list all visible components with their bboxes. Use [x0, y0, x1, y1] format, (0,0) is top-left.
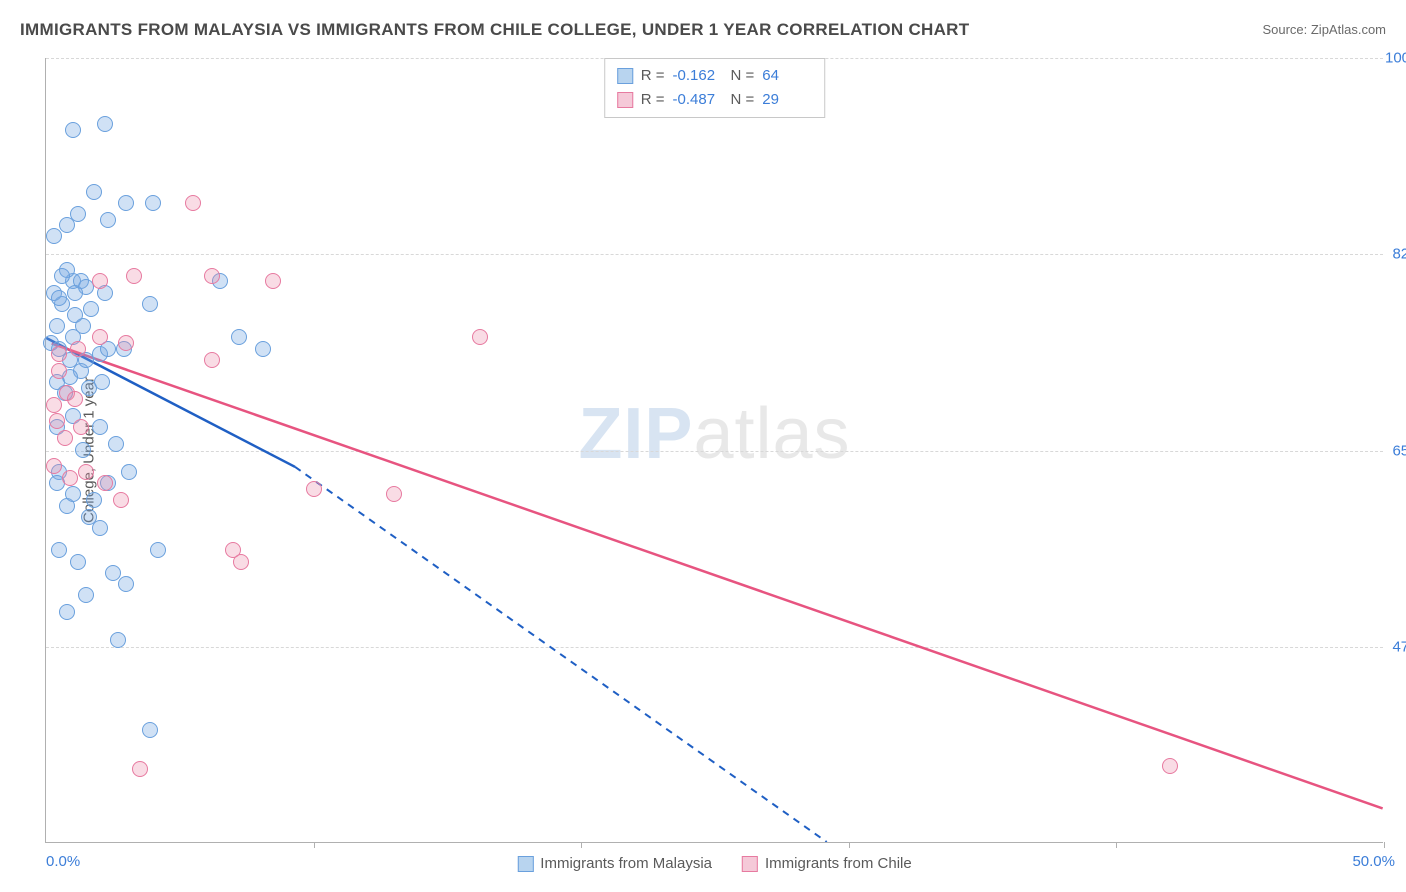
chart-title: IMMIGRANTS FROM MALAYSIA VS IMMIGRANTS F…	[20, 20, 969, 40]
scatter-point	[97, 475, 113, 491]
scatter-point	[142, 722, 158, 738]
x-max-label: 50.0%	[1352, 853, 1395, 870]
legend-item-chile: Immigrants from Chile	[742, 855, 912, 872]
scatter-point	[105, 565, 121, 581]
swatch-malaysia	[617, 68, 633, 84]
scatter-point	[54, 268, 70, 284]
y-tick-label: 65.0%	[1385, 442, 1406, 459]
stats-row-malaysia: R = -0.162 N = 64	[617, 64, 813, 88]
scatter-point	[92, 329, 108, 345]
scatter-point	[49, 413, 65, 429]
scatter-point	[46, 228, 62, 244]
gridline	[46, 647, 1383, 648]
scatter-point	[185, 195, 201, 211]
scatter-point	[86, 184, 102, 200]
scatter-point	[75, 442, 91, 458]
scatter-point	[108, 436, 124, 452]
scatter-point	[62, 470, 78, 486]
scatter-point	[225, 542, 241, 558]
scatter-point	[132, 761, 148, 777]
y-tick-label: 82.5%	[1385, 246, 1406, 263]
r-value-chile: -0.487	[673, 88, 723, 112]
scatter-point	[59, 604, 75, 620]
scatter-point	[118, 576, 134, 592]
scatter-point	[51, 346, 67, 362]
swatch-chile-icon	[742, 856, 758, 872]
scatter-point	[67, 285, 83, 301]
scatter-point	[75, 318, 91, 334]
scatter-point	[57, 430, 73, 446]
scatter-point	[49, 318, 65, 334]
x-tick	[314, 842, 315, 848]
x-tick	[1116, 842, 1117, 848]
stats-row-chile: R = -0.487 N = 29	[617, 88, 813, 112]
y-tick-label: 47.5%	[1385, 638, 1406, 655]
scatter-point	[204, 352, 220, 368]
scatter-point	[86, 492, 102, 508]
scatter-point	[113, 492, 129, 508]
scatter-point	[118, 335, 134, 351]
r-value-malaysia: -0.162	[673, 64, 723, 88]
scatter-point	[46, 397, 62, 413]
scatter-point	[92, 520, 108, 536]
scatter-point	[78, 464, 94, 480]
scatter-point	[65, 122, 81, 138]
scatter-point	[92, 419, 108, 435]
scatter-point	[51, 290, 67, 306]
x-tick	[581, 842, 582, 848]
scatter-point	[121, 464, 137, 480]
correlation-chart: IMMIGRANTS FROM MALAYSIA VS IMMIGRANTS F…	[0, 0, 1406, 892]
scatter-point	[386, 486, 402, 502]
scatter-point	[110, 632, 126, 648]
scatter-point	[46, 458, 62, 474]
scatter-point	[472, 329, 488, 345]
stats-box: R = -0.162 N = 64 R = -0.487 N = 29	[604, 58, 826, 118]
scatter-point	[150, 542, 166, 558]
scatter-point	[142, 296, 158, 312]
scatter-point	[92, 273, 108, 289]
scatter-point	[59, 217, 75, 233]
n-value-malaysia: 64	[762, 64, 812, 88]
swatch-malaysia-icon	[517, 856, 533, 872]
scatter-point	[70, 554, 86, 570]
source-label: Source: ZipAtlas.com	[1262, 22, 1386, 37]
scatter-point	[126, 268, 142, 284]
scatter-point	[306, 481, 322, 497]
scatter-point	[118, 195, 134, 211]
n-value-chile: 29	[762, 88, 812, 112]
scatter-point	[67, 391, 83, 407]
gridline	[46, 254, 1383, 255]
scatter-point	[70, 341, 86, 357]
x-min-label: 0.0%	[46, 853, 80, 870]
x-tick	[1384, 842, 1385, 848]
scatter-point	[83, 301, 99, 317]
scatter-point	[51, 542, 67, 558]
scatter-point	[97, 116, 113, 132]
plot-area: ZIPatlas 47.5%65.0%82.5%100.0% College, …	[45, 58, 1383, 843]
watermark: ZIPatlas	[578, 393, 850, 475]
scatter-point	[78, 587, 94, 603]
scatter-point	[145, 195, 161, 211]
y-tick-label: 100.0%	[1385, 50, 1406, 67]
swatch-chile	[617, 92, 633, 108]
scatter-point	[265, 273, 281, 289]
legend: Immigrants from Malaysia Immigrants from…	[517, 855, 911, 872]
scatter-point	[255, 341, 271, 357]
x-tick	[849, 842, 850, 848]
gridline	[46, 451, 1383, 452]
legend-item-malaysia: Immigrants from Malaysia	[517, 855, 712, 872]
scatter-point	[204, 268, 220, 284]
scatter-point	[231, 329, 247, 345]
scatter-point	[65, 486, 81, 502]
scatter-point	[51, 363, 67, 379]
scatter-point	[94, 374, 110, 390]
scatter-point	[73, 419, 89, 435]
scatter-point	[1162, 758, 1178, 774]
scatter-point	[100, 212, 116, 228]
